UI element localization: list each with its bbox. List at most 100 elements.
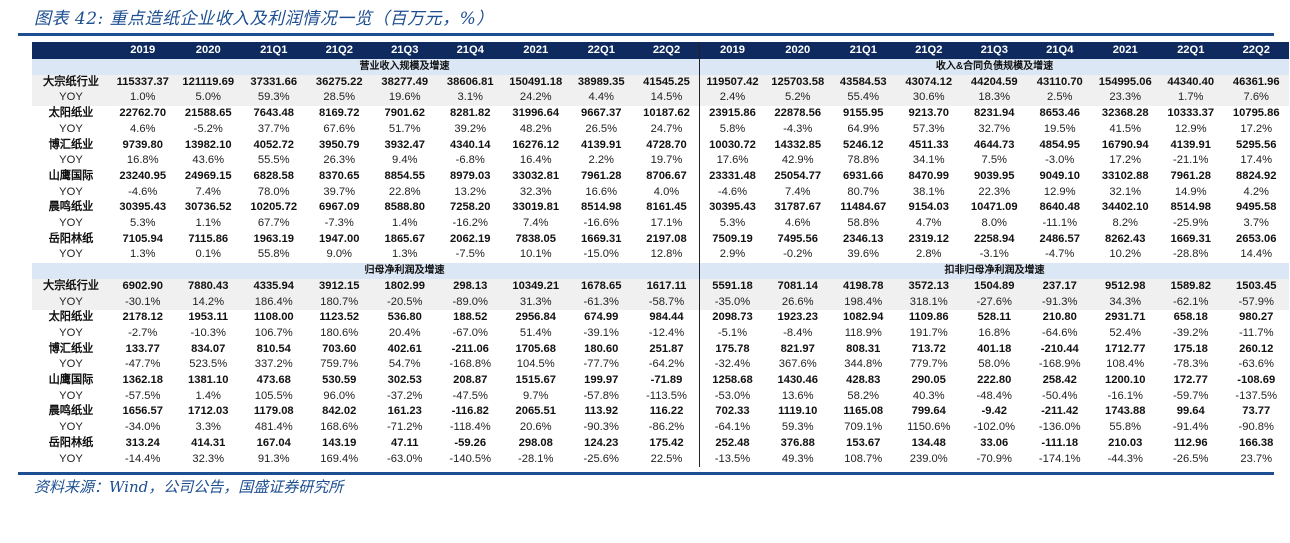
company-value-row: 博汇纸业 9739.80 13982.10 4052.72 3950.79 3932.47… — [32, 137, 1289, 154]
table-cell: -118.4% — [449, 421, 491, 434]
company-name: 大宗纸行业 — [32, 74, 110, 91]
table-cell: 43.6% — [192, 154, 225, 167]
table-cell: 175.78 — [699, 341, 765, 358]
table-cell: 51.7% — [388, 122, 421, 135]
table-cell: -102.0% — [973, 421, 1016, 434]
table-cell: 4644.73 — [974, 138, 1015, 151]
table-cell: 709.1% — [844, 421, 883, 434]
table-cell: 6967.09 — [319, 201, 360, 214]
company-yoy-row: YOY -14.4% 32.3% 91.3% 169.4% -63.0% -140.5% -2… — [32, 451, 1289, 468]
table-cell: 17.2% — [1109, 154, 1142, 167]
section-spacer — [32, 59, 110, 75]
table-cell: 48.2% — [519, 122, 552, 135]
table-cell: 8640.48 — [1039, 201, 1080, 214]
table-cell: -39.2% — [1173, 326, 1209, 339]
table-cell: 10333.37 — [1167, 107, 1215, 120]
table-cell: 38.1% — [912, 185, 945, 198]
table-cell: 32.3% — [519, 185, 552, 198]
table-cell: 481.4% — [254, 421, 293, 434]
table-cell: 5246.12 — [843, 138, 884, 151]
table-cell: 10.2% — [1109, 248, 1142, 261]
table-cell: 33032.81 — [512, 169, 560, 182]
table-cell: 401.18 — [977, 342, 1012, 355]
table-cell: 124.23 — [584, 436, 619, 449]
table-cell: -28.1% — [518, 452, 554, 465]
table-cell: 1802.99 — [372, 278, 438, 295]
table-cell: 7.4% — [195, 185, 222, 198]
table-cell: 55.8% — [257, 248, 290, 261]
top-rule — [18, 33, 1274, 36]
table-cell: -57.5% — [125, 389, 161, 402]
table-cell: 13.2% — [454, 185, 487, 198]
table-cell: 34.1% — [912, 154, 945, 167]
company-value-row: 太阳纸业 22762.70 21588.65 7643.48 8169.72 7901.6… — [32, 106, 1289, 122]
table-cell: -59.7% — [1173, 389, 1209, 402]
company-value-row: 大宗纸行业 115337.37 121119.69 37331.66 36275.22 3… — [32, 74, 1289, 91]
table-cell: 298.08 — [518, 436, 553, 449]
table-cell: 1362.18 — [122, 374, 163, 387]
company-value-row: 博汇纸业 133.77 834.07 810.54 703.60 402.61 -211.0… — [32, 341, 1289, 358]
table-cell: 41545.25 — [634, 74, 700, 91]
table-cell: 133.77 — [125, 342, 160, 355]
table-cell: 239.0% — [909, 452, 948, 465]
table-cell: -2.7% — [128, 326, 158, 339]
table-cell: 12.9% — [1043, 185, 1076, 198]
table-cell: 528.11 — [977, 311, 1012, 324]
table-cell: -20.5% — [372, 294, 438, 311]
table-cell: -210.44 — [1040, 342, 1079, 355]
section-title-net-profit: 归母净利润及增速 — [110, 263, 700, 279]
data-table-container: 2019 2020 21Q1 21Q2 21Q3 21Q4 2021 22Q1 22Q2 2019… — [32, 42, 1289, 468]
table-cell: 318.1% — [896, 294, 962, 311]
source-note: 资料来源：Wind，公司公告，国盛证券研究所 — [34, 478, 344, 496]
table-cell: 9039.95 — [974, 169, 1015, 182]
table-cell: 1119.10 — [778, 405, 818, 418]
table-cell: 210.03 — [1108, 436, 1143, 449]
table-cell: 186.4% — [241, 294, 307, 311]
table-cell: -57.8% — [583, 389, 619, 402]
table-cell: -59.26 — [454, 436, 487, 449]
table-cell: 153.67 — [846, 436, 881, 449]
section-header-row: 营业收入规模及增速 收入&合同负债规模及增速 — [32, 59, 1289, 75]
table-cell: 188.52 — [453, 311, 488, 324]
table-cell: 980.27 — [1239, 311, 1274, 324]
table-cell: 21588.65 — [184, 107, 232, 120]
table-cell: 67.6% — [323, 122, 356, 135]
table-cell: 23915.86 — [699, 106, 765, 122]
table-cell: 1.1% — [195, 217, 222, 230]
table-cell: -5.1% — [699, 325, 765, 342]
table-cell: 821.97 — [780, 342, 815, 355]
table-cell: 4511.33 — [908, 138, 949, 151]
bottom-rule — [18, 472, 1274, 475]
table-cell: 99.64 — [1176, 405, 1205, 418]
table-cell: 984.44 — [649, 311, 684, 324]
table-cell: 1678.65 — [568, 278, 634, 295]
table-cell: -6.8% — [455, 154, 485, 167]
table-cell: -64.6% — [1042, 326, 1078, 339]
table-cell: 7258.20 — [450, 201, 491, 214]
company-yoy-row: YOY 1.0% 5.0% 59.3% 28.5% 19.6% 3.1% 24.2% 4.4% 1… — [32, 90, 1289, 107]
table-cell: 199.97 — [584, 374, 619, 387]
table-cell: -16.2% — [452, 217, 488, 230]
table-cell: 7961.28 — [581, 169, 622, 182]
table-cell: 19.6% — [372, 90, 438, 107]
table-cell: -7.3% — [324, 217, 354, 230]
company-yoy-row: YOY 4.6% -5.2% 37.7% 67.6% 51.7% 39.2% 48.2% 26.… — [32, 121, 1289, 138]
table-cell: 116.22 — [649, 405, 684, 418]
table-cell: 5.3% — [130, 217, 156, 230]
table-cell: 108.4% — [1106, 358, 1145, 371]
company-value-row: 晨鸣纸业 30395.43 30736.52 10205.72 6967.09 8588.… — [32, 200, 1289, 217]
table-cell: -86.2% — [648, 421, 685, 434]
table-cell: 8588.80 — [384, 201, 425, 214]
company-name: 晨鸣纸业 — [48, 405, 94, 418]
table-cell: 523.5% — [189, 358, 228, 371]
table-cell: 1923.23 — [777, 311, 818, 324]
table-cell: 115337.37 — [110, 74, 176, 91]
table-cell: 8706.67 — [646, 169, 687, 182]
table-cell: -13.5% — [699, 451, 765, 468]
table-cell: 39.2% — [454, 122, 487, 135]
yoy-label: YOY — [59, 248, 83, 261]
table-cell: 175.18 — [1173, 342, 1208, 355]
yoy-label: YOY — [32, 294, 110, 311]
column-header-2020: 2020 — [765, 42, 831, 59]
company-name: 大宗纸行业 — [32, 278, 110, 295]
